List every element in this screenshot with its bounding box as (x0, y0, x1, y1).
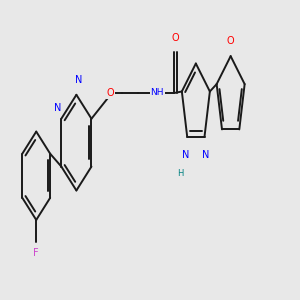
Text: H: H (177, 169, 184, 178)
Text: F: F (33, 248, 39, 258)
Text: O: O (227, 36, 235, 46)
Text: O: O (106, 88, 114, 98)
Text: N: N (182, 150, 190, 160)
Text: N: N (54, 103, 61, 113)
Text: O: O (172, 33, 180, 43)
Text: N: N (75, 75, 83, 85)
Text: NH: NH (150, 88, 164, 98)
Text: N: N (202, 150, 209, 160)
